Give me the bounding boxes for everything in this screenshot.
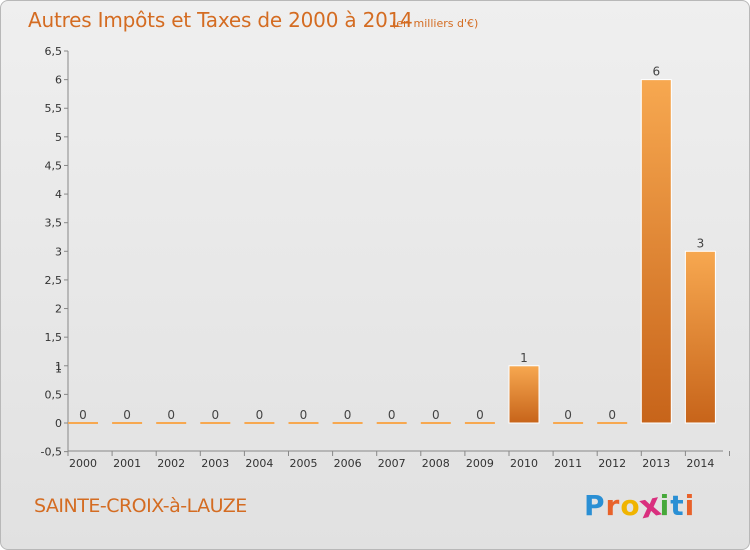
x-tick-label: 2002 [157, 457, 185, 470]
y-tick-label: 3 [55, 245, 62, 258]
data-label: 0 [167, 408, 175, 422]
data-label: 0 [388, 408, 396, 422]
y-tick-label: 6,5 [45, 45, 63, 58]
bar [68, 422, 98, 424]
data-label: 0 [476, 408, 484, 422]
y-tick-label: 0 [55, 417, 62, 430]
bar [553, 422, 584, 424]
x-tick-label: 2008 [422, 457, 450, 470]
data-label: 0 [344, 408, 352, 422]
y-tick-label: -0,5 [41, 446, 62, 459]
commune-name: SAINTE-CROIX-à-LAUZE [34, 495, 247, 517]
data-label: 0 [123, 408, 131, 422]
data-label: 0 [79, 408, 87, 422]
chart-title: Autres Impôts et Taxes de 2000 à 2014 [28, 8, 413, 32]
proxiti-logo[interactable]: Proxiti [584, 485, 696, 527]
x-tick-label: 2001 [113, 457, 141, 470]
y-tick-label: 2,5 [45, 274, 63, 287]
bar [640, 79, 672, 424]
x-tick-label: 2004 [245, 457, 273, 470]
x-tick-label: 2009 [466, 457, 494, 470]
y-tick-label: 2 [55, 303, 62, 316]
bar [288, 422, 319, 424]
data-label: 3 [697, 236, 705, 250]
logo-letter: r [605, 489, 621, 522]
data-label: 0 [300, 408, 308, 422]
labels: 0 0 0 0 0 0 0 0 0 0 1 0 0 6 3 [79, 65, 704, 422]
bar [200, 422, 231, 424]
y-tick-label: 1,5 [45, 331, 63, 344]
data-label: 0 [608, 408, 616, 422]
bar [376, 422, 407, 424]
y-tick-label-extra: 1 [55, 363, 62, 376]
data-label: 0 [564, 408, 572, 422]
bar [508, 365, 540, 424]
logo-letter: P [584, 489, 606, 522]
y-tick-label: 1 [55, 360, 62, 373]
logo-letter: i [659, 489, 671, 522]
x-tick-label: 2013 [642, 457, 670, 470]
y-tick-label: 6 [55, 74, 62, 87]
x-tick-label: 2007 [378, 457, 406, 470]
x-tick-label: 2006 [334, 457, 362, 470]
axes: -0,5 0 0,5 1 1,5 2 2,5 3 3,5 4 4,5 5 5,5 6 6,5 1 2000 200… [41, 45, 730, 470]
bar [464, 422, 495, 424]
bar [597, 422, 628, 424]
x-tick-label: 2000 [69, 457, 97, 470]
y-tick-label: 0,5 [45, 388, 63, 401]
chart-unit: (en milliers d'€) [392, 17, 479, 30]
bars [68, 79, 716, 424]
y-tick-label: 4 [55, 188, 62, 201]
x-tick-label: 2011 [554, 457, 582, 470]
bar [420, 422, 451, 424]
logo-letter: i [684, 489, 696, 522]
data-label: 1 [520, 351, 528, 365]
data-label: 0 [211, 408, 219, 422]
data-label: 0 [432, 408, 440, 422]
logo-letter: o [620, 489, 641, 522]
x-tick-label: 2012 [598, 457, 626, 470]
x-tick-label: 2010 [510, 457, 538, 470]
data-label: 6 [652, 65, 660, 79]
y-tick-label: 4,5 [45, 159, 63, 172]
x-tick-label: 2005 [290, 457, 318, 470]
data-label: 0 [256, 408, 264, 422]
bar [244, 422, 275, 424]
y-tick-label: 5,5 [45, 102, 63, 115]
x-tick-label: 2014 [686, 457, 714, 470]
bar [112, 422, 143, 424]
logo-letter: t [670, 489, 685, 522]
y-tick-label: 5 [55, 131, 62, 144]
bar [684, 250, 716, 424]
y-tick-label: 3,5 [45, 217, 63, 230]
bar [156, 422, 187, 424]
bar [332, 422, 363, 424]
x-tick-label: 2003 [201, 457, 229, 470]
